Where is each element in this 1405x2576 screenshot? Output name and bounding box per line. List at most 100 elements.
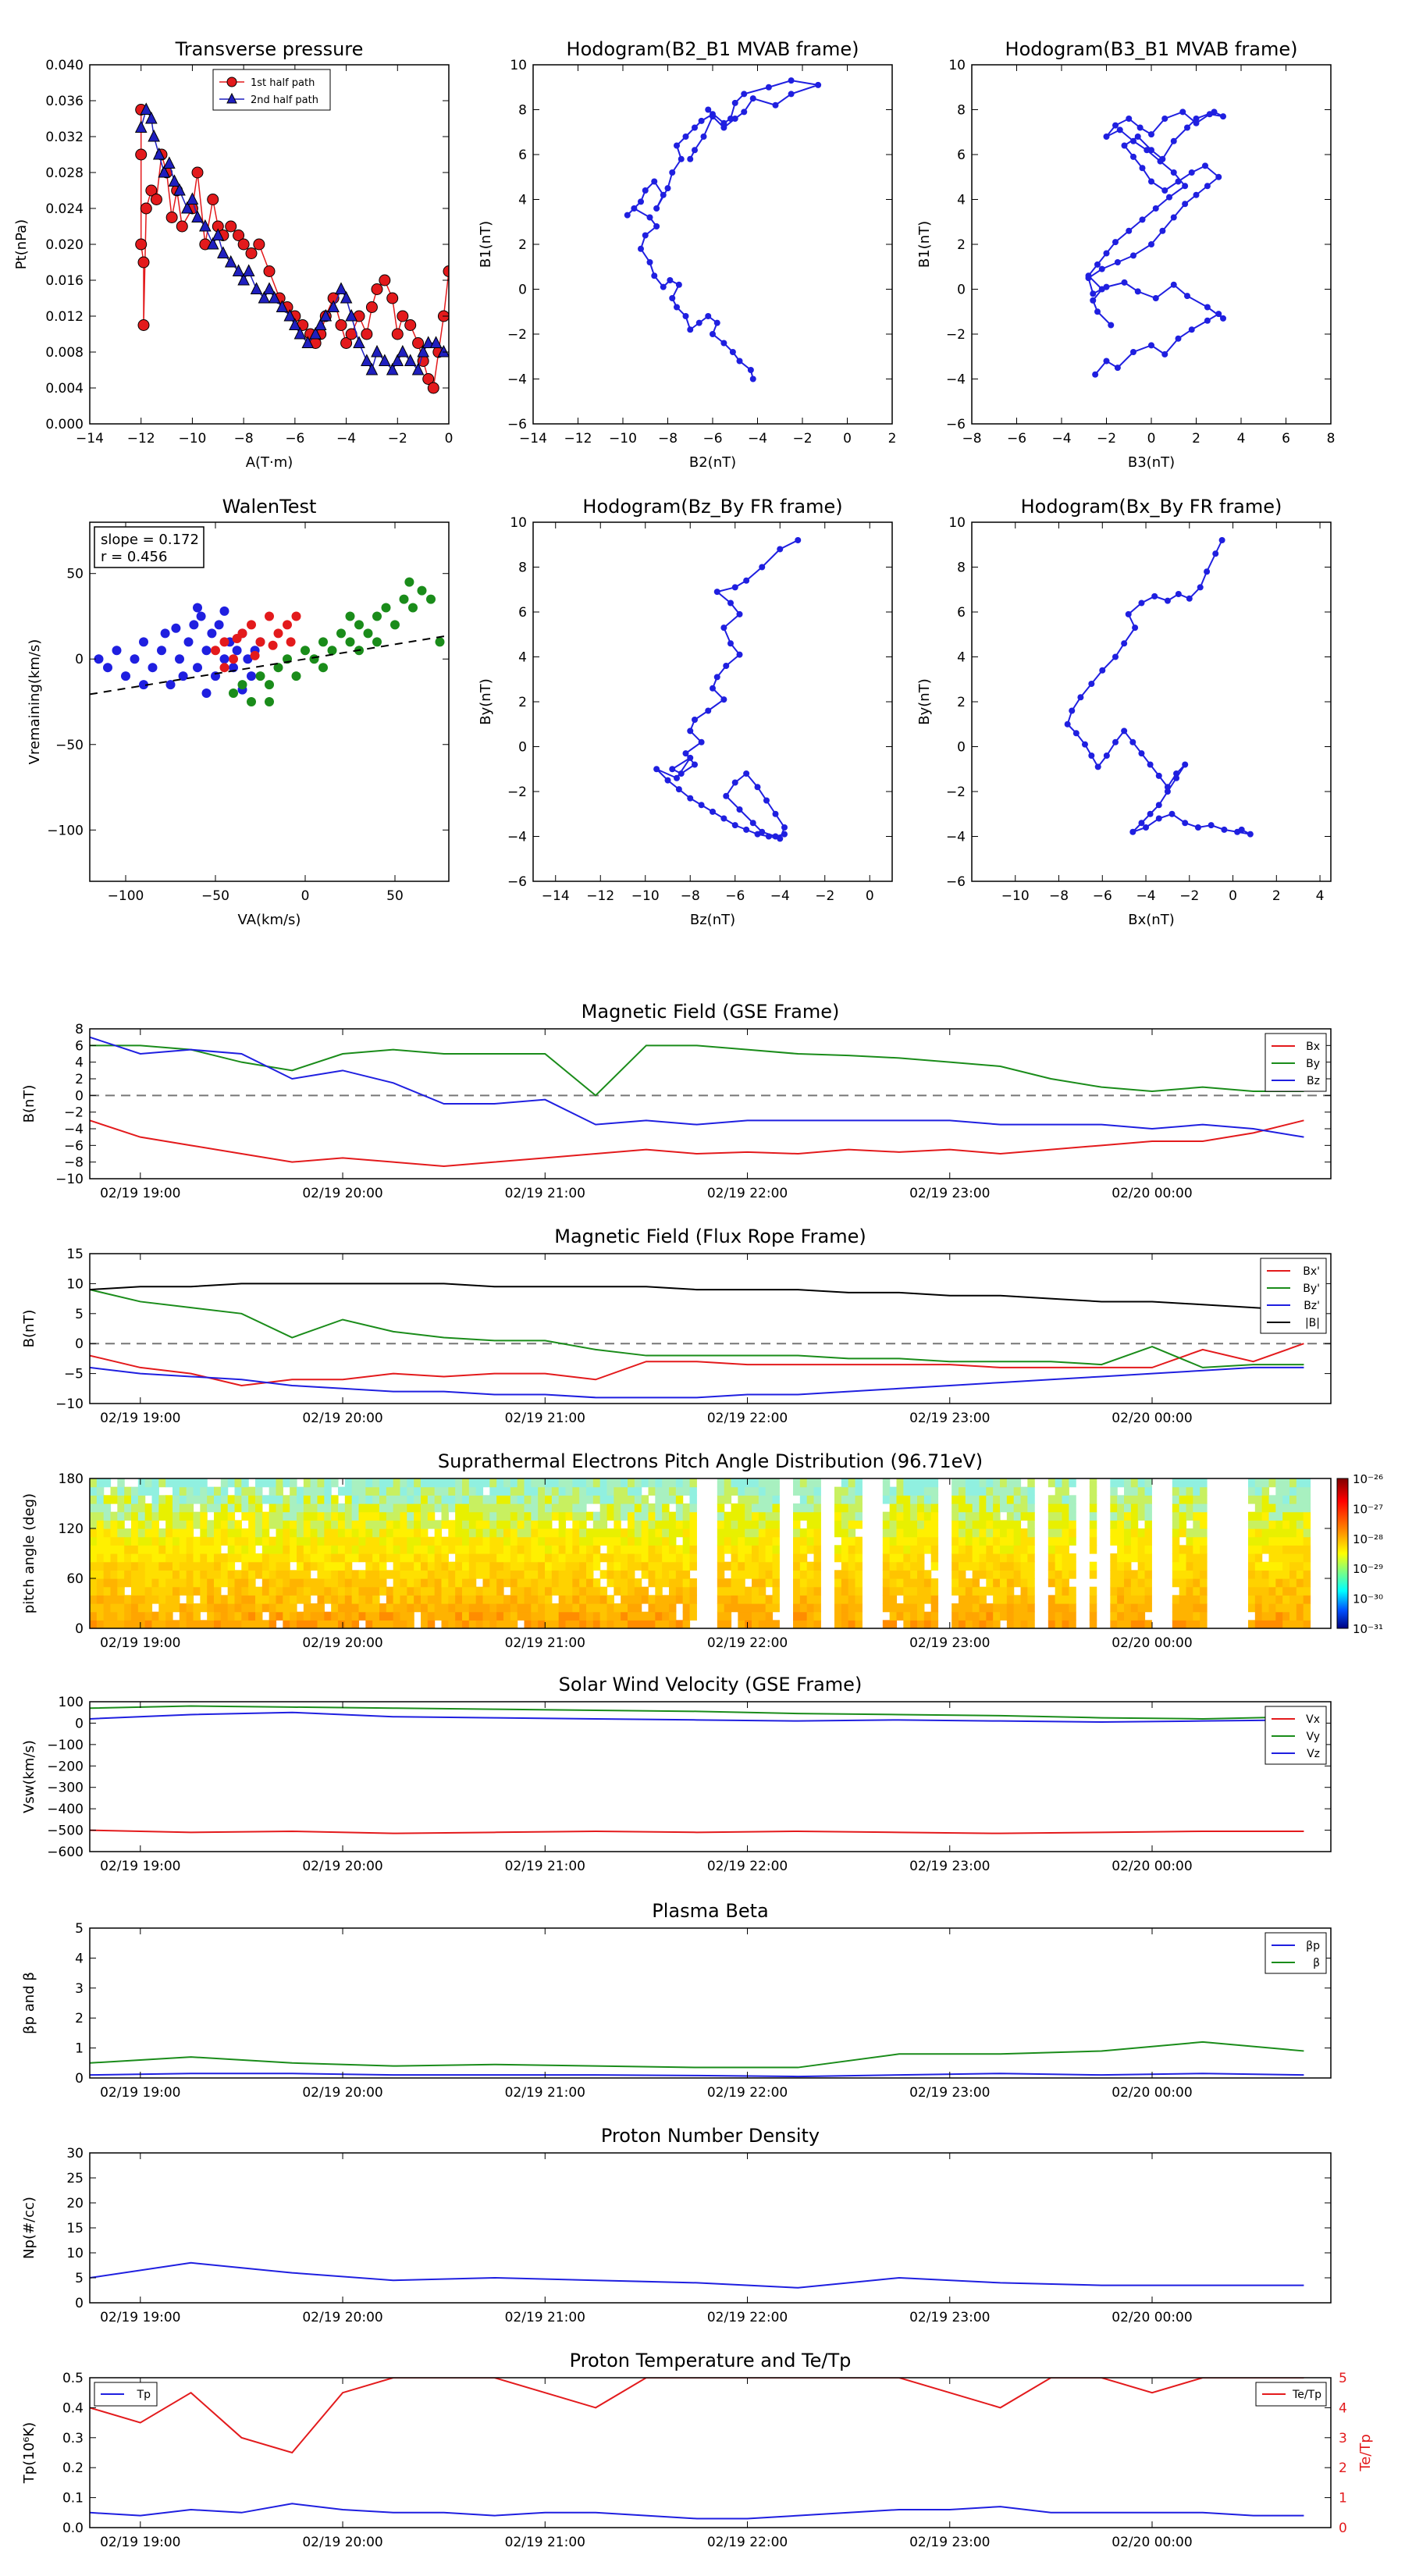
data-point bbox=[1130, 252, 1136, 259]
heatmap-cell bbox=[207, 1528, 215, 1538]
heatmap-cell bbox=[524, 1561, 532, 1571]
data-point bbox=[1139, 165, 1146, 172]
heatmap-cell bbox=[1261, 1503, 1270, 1513]
heatmap-cell bbox=[1275, 1595, 1283, 1604]
heatmap-cell bbox=[599, 1603, 608, 1613]
heatmap-cell bbox=[1296, 1536, 1304, 1546]
heatmap-cell bbox=[1172, 1595, 1180, 1604]
heatmap-cell bbox=[634, 1603, 642, 1613]
heatmap-cell bbox=[641, 1620, 649, 1628]
heatmap-cell bbox=[669, 1595, 677, 1604]
heatmap-cell bbox=[365, 1561, 373, 1571]
heatmap-cell bbox=[1144, 1620, 1152, 1628]
heatmap-cell bbox=[834, 1545, 842, 1554]
heatmap-cell bbox=[207, 1603, 215, 1613]
heatmap-cell bbox=[558, 1586, 567, 1596]
heatmap-cell bbox=[475, 1595, 484, 1604]
heatmap-cell bbox=[462, 1503, 470, 1513]
heatmap-cell bbox=[1055, 1620, 1063, 1628]
data-point bbox=[219, 654, 229, 664]
heatmap-cell bbox=[173, 1520, 180, 1529]
heatmap-cell bbox=[1193, 1536, 1200, 1546]
heatmap-cell bbox=[841, 1603, 849, 1613]
data-point bbox=[139, 680, 148, 690]
heatmap-cell bbox=[1303, 1570, 1311, 1579]
heatmap-cell bbox=[621, 1570, 628, 1579]
heatmap-cell bbox=[96, 1511, 105, 1521]
heatmap-cell bbox=[531, 1511, 539, 1521]
heatmap-cell bbox=[965, 1586, 973, 1596]
heatmap-cell bbox=[407, 1503, 414, 1513]
data-point bbox=[1103, 250, 1110, 257]
heatmap-cell bbox=[1117, 1495, 1125, 1504]
heatmap-cell bbox=[799, 1578, 808, 1588]
heatmap-cell bbox=[124, 1595, 132, 1604]
heatmap-cell bbox=[344, 1536, 353, 1546]
data-point bbox=[788, 91, 795, 98]
y-tick-label: −100 bbox=[47, 823, 84, 838]
heatmap-cell bbox=[96, 1603, 105, 1613]
heatmap-cell bbox=[538, 1570, 546, 1579]
y-tick-label: 0.5 bbox=[62, 2371, 84, 2386]
heatmap-cell bbox=[1179, 1603, 1187, 1613]
data-point bbox=[255, 637, 265, 647]
heatmap-cell bbox=[1248, 1486, 1256, 1496]
heatmap-cell bbox=[586, 1586, 594, 1596]
heatmap-cell bbox=[1089, 1478, 1097, 1488]
heatmap-cell bbox=[468, 1478, 477, 1488]
heatmap-cell bbox=[407, 1620, 414, 1628]
heatmap-cell bbox=[959, 1486, 966, 1496]
heatmap-cell bbox=[1137, 1528, 1146, 1538]
heatmap-cell bbox=[531, 1578, 539, 1588]
heatmap-cell bbox=[103, 1561, 112, 1571]
heatmap-cell bbox=[441, 1611, 449, 1621]
heatmap-cell bbox=[1186, 1528, 1193, 1538]
heatmap-cell bbox=[848, 1570, 856, 1579]
heatmap-cell bbox=[421, 1511, 429, 1521]
heatmap-cell bbox=[1027, 1570, 1035, 1579]
heatmap-cell bbox=[151, 1545, 159, 1554]
heatmap-cell bbox=[517, 1486, 525, 1496]
heatmap-cell bbox=[1089, 1545, 1097, 1554]
heatmap-cell bbox=[599, 1528, 608, 1538]
heatmap-cell bbox=[655, 1578, 663, 1588]
heatmap-cell bbox=[572, 1553, 580, 1563]
heatmap-cell bbox=[806, 1620, 815, 1628]
heatmap-cell bbox=[283, 1570, 290, 1579]
heatmap-cell bbox=[517, 1478, 525, 1488]
heatmap-cell bbox=[745, 1495, 752, 1504]
heatmap-cell bbox=[592, 1553, 601, 1563]
heatmap-cell bbox=[669, 1570, 677, 1579]
heatmap-cell bbox=[717, 1478, 725, 1488]
heatmap-cell bbox=[724, 1561, 732, 1571]
heatmap-cell bbox=[1303, 1611, 1311, 1621]
heatmap-cell bbox=[524, 1603, 532, 1613]
heatmap-cell bbox=[365, 1603, 373, 1613]
heatmap-cell bbox=[90, 1561, 98, 1571]
heatmap-cell bbox=[951, 1561, 959, 1571]
heatmap-cell bbox=[986, 1561, 994, 1571]
heatmap-cell bbox=[599, 1478, 608, 1488]
heatmap-cell bbox=[358, 1586, 366, 1596]
heatmap-cell bbox=[441, 1545, 449, 1554]
heatmap-cell bbox=[717, 1578, 725, 1588]
heatmap-cell bbox=[538, 1536, 546, 1546]
heatmap-cell bbox=[972, 1495, 980, 1504]
heatmap-cell bbox=[1248, 1570, 1256, 1579]
heatmap-cell bbox=[592, 1578, 601, 1588]
heatmap-cell bbox=[1110, 1611, 1118, 1621]
heatmap-cell bbox=[545, 1561, 553, 1571]
heatmap-cell bbox=[1289, 1511, 1297, 1521]
heatmap-cell bbox=[1200, 1486, 1208, 1496]
data-point bbox=[165, 680, 176, 690]
y-tick-label: −4 bbox=[507, 830, 527, 845]
heatmap-cell bbox=[297, 1578, 304, 1588]
data-point bbox=[137, 319, 150, 331]
legend-label: Bz' bbox=[1304, 1300, 1320, 1312]
heatmap-cell bbox=[331, 1570, 339, 1579]
heatmap-cell bbox=[896, 1586, 904, 1596]
heatmap-cell bbox=[421, 1536, 429, 1546]
data-point bbox=[340, 337, 353, 349]
heatmap-cell bbox=[634, 1511, 642, 1521]
heatmap-cell bbox=[110, 1611, 118, 1621]
